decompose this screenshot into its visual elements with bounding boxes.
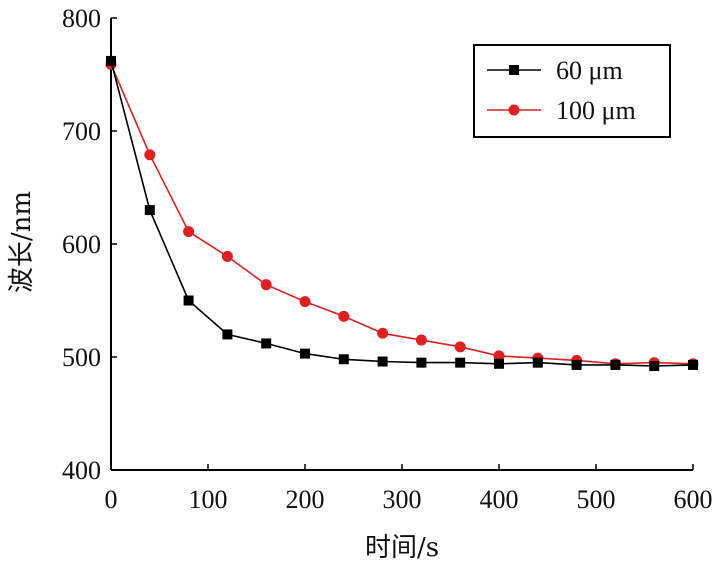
legend-label: 60 μm	[556, 56, 623, 85]
data-point	[144, 149, 156, 161]
data-point	[454, 341, 466, 353]
data-point	[222, 329, 233, 340]
data-point	[455, 357, 466, 368]
legend-label: 100 μm	[556, 96, 636, 125]
x-tick-label: 500	[577, 485, 616, 514]
x-tick-label: 600	[674, 485, 713, 514]
data-point	[183, 226, 195, 238]
series-layer	[105, 55, 699, 372]
x-tick-label: 400	[480, 485, 519, 514]
data-point	[571, 359, 582, 370]
y-tick-label: 600	[62, 230, 101, 259]
data-point	[300, 348, 310, 359]
data-point	[299, 296, 311, 308]
x-tick-label: 100	[189, 485, 228, 514]
data-point	[493, 350, 505, 362]
series-0	[106, 55, 698, 372]
y-tick-label: 500	[62, 343, 101, 372]
data-point	[377, 327, 389, 339]
legend-box	[473, 44, 671, 138]
data-point	[649, 361, 660, 372]
x-tick-label: 200	[286, 485, 325, 514]
data-point	[338, 310, 350, 322]
data-point	[261, 338, 272, 349]
legend-marker	[509, 65, 519, 75]
y-tick-label: 800	[62, 4, 101, 33]
x-tick-label: 300	[383, 485, 422, 514]
series-line	[110, 63, 694, 365]
legend-marker	[508, 104, 520, 116]
data-point	[106, 55, 116, 66]
data-point	[377, 356, 388, 367]
y-tick-label: 700	[62, 117, 101, 146]
x-tick-label: 0	[105, 485, 118, 514]
data-point	[338, 354, 349, 365]
data-point	[532, 357, 543, 368]
series-line	[110, 60, 694, 367]
data-point	[144, 205, 155, 216]
data-point	[183, 295, 194, 306]
data-point	[221, 250, 233, 262]
x-axis-title: 时间/s	[365, 533, 439, 563]
data-point	[260, 279, 272, 291]
data-point	[416, 357, 427, 368]
data-point	[688, 359, 698, 370]
ticks: 0 100 200 300 400 500 600 400 500 600 700 800	[62, 4, 713, 514]
y-tick-label: 400	[62, 456, 101, 485]
data-point	[415, 334, 427, 346]
data-point	[610, 359, 621, 370]
y-axis-title: 波长/nm	[7, 191, 37, 293]
data-point	[494, 358, 504, 369]
legend: 60 μm 100 μm	[473, 44, 671, 138]
